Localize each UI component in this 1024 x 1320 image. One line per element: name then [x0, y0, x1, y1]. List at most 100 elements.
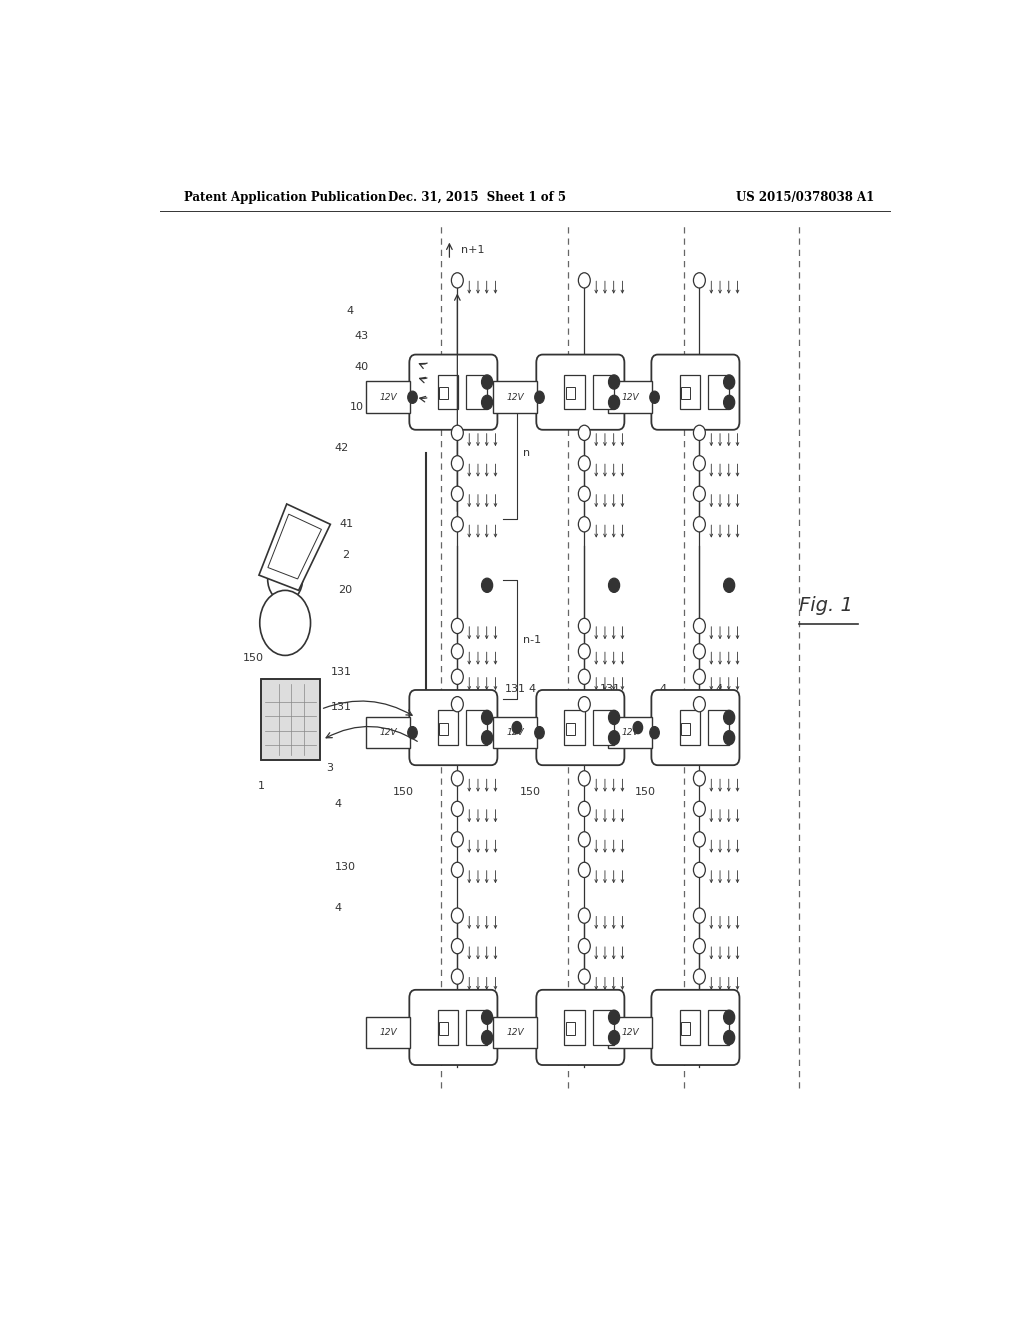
Circle shape: [579, 908, 590, 923]
Text: 43: 43: [354, 331, 369, 342]
Text: 20: 20: [338, 585, 352, 595]
Text: 4: 4: [334, 903, 341, 913]
Bar: [593, 375, 613, 409]
Circle shape: [633, 722, 643, 734]
Circle shape: [693, 939, 706, 954]
Circle shape: [724, 1010, 734, 1024]
Circle shape: [535, 726, 544, 739]
Bar: [593, 710, 613, 744]
Bar: [566, 722, 574, 735]
Circle shape: [579, 969, 590, 985]
Text: 12V: 12V: [622, 1028, 639, 1038]
Circle shape: [481, 375, 493, 389]
Circle shape: [579, 455, 590, 471]
Bar: [566, 1023, 574, 1035]
Text: 12V: 12V: [379, 393, 396, 401]
Circle shape: [724, 578, 734, 593]
Bar: [437, 710, 458, 744]
Circle shape: [693, 771, 706, 785]
FancyBboxPatch shape: [537, 690, 625, 766]
Circle shape: [481, 395, 493, 409]
Circle shape: [481, 710, 493, 725]
Circle shape: [650, 726, 659, 739]
Circle shape: [452, 455, 463, 471]
FancyBboxPatch shape: [410, 690, 498, 766]
Circle shape: [724, 710, 734, 725]
Circle shape: [452, 273, 463, 288]
FancyBboxPatch shape: [537, 355, 625, 430]
Circle shape: [608, 731, 620, 744]
Text: 40: 40: [354, 362, 369, 372]
Bar: [564, 1010, 585, 1044]
Text: 150: 150: [635, 787, 656, 796]
FancyBboxPatch shape: [651, 690, 739, 766]
Circle shape: [452, 939, 463, 954]
Bar: [261, 678, 321, 760]
Circle shape: [452, 862, 463, 878]
Circle shape: [512, 722, 521, 734]
Text: 150: 150: [520, 787, 541, 796]
Circle shape: [452, 516, 463, 532]
Bar: [439, 722, 447, 735]
Text: 12V: 12V: [506, 1028, 523, 1038]
Circle shape: [693, 273, 706, 288]
Circle shape: [693, 801, 706, 817]
Bar: [680, 375, 700, 409]
FancyBboxPatch shape: [607, 1016, 652, 1048]
FancyBboxPatch shape: [607, 717, 652, 748]
Circle shape: [693, 969, 706, 985]
Text: US 2015/0378038 A1: US 2015/0378038 A1: [735, 191, 873, 203]
Circle shape: [452, 908, 463, 923]
Bar: [439, 1023, 447, 1035]
Text: 2: 2: [342, 550, 349, 560]
Bar: [439, 387, 447, 399]
Text: 4: 4: [715, 684, 722, 694]
Circle shape: [452, 669, 463, 684]
Text: 131: 131: [505, 684, 526, 694]
Bar: [466, 1010, 486, 1044]
Circle shape: [693, 455, 706, 471]
Circle shape: [408, 391, 417, 404]
Text: Dec. 31, 2015  Sheet 1 of 5: Dec. 31, 2015 Sheet 1 of 5: [388, 191, 566, 203]
Bar: [681, 387, 690, 399]
Text: 12V: 12V: [506, 393, 523, 401]
Circle shape: [408, 726, 417, 739]
Bar: [709, 375, 729, 409]
Circle shape: [579, 669, 590, 684]
Text: 12V: 12V: [379, 1028, 396, 1038]
Text: n: n: [523, 449, 530, 458]
Bar: [437, 1010, 458, 1044]
FancyBboxPatch shape: [410, 355, 498, 430]
Circle shape: [481, 1010, 493, 1024]
Text: 4: 4: [346, 306, 353, 315]
FancyBboxPatch shape: [493, 381, 538, 413]
Circle shape: [481, 1031, 493, 1044]
Text: n+1: n+1: [461, 246, 484, 255]
Bar: [566, 387, 574, 399]
Text: 4: 4: [528, 684, 536, 694]
Text: n-1: n-1: [523, 635, 542, 644]
Text: 41: 41: [340, 519, 354, 529]
Text: 10: 10: [350, 403, 365, 412]
Circle shape: [452, 832, 463, 847]
FancyBboxPatch shape: [537, 990, 625, 1065]
FancyBboxPatch shape: [366, 1016, 411, 1048]
Circle shape: [267, 557, 303, 602]
Circle shape: [724, 395, 734, 409]
Circle shape: [452, 801, 463, 817]
Circle shape: [693, 425, 706, 441]
Circle shape: [693, 644, 706, 659]
Bar: [564, 710, 585, 744]
Text: 131: 131: [331, 667, 351, 677]
Text: Fig. 1: Fig. 1: [800, 597, 853, 615]
Text: Patent Application Publication: Patent Application Publication: [183, 191, 386, 203]
Circle shape: [724, 1031, 734, 1044]
Bar: [593, 1010, 613, 1044]
Circle shape: [579, 516, 590, 532]
Circle shape: [608, 578, 620, 593]
Text: 12V: 12V: [379, 729, 396, 737]
Text: 131: 131: [600, 684, 622, 694]
Text: 12V: 12V: [506, 729, 523, 737]
Circle shape: [693, 486, 706, 502]
Circle shape: [693, 908, 706, 923]
